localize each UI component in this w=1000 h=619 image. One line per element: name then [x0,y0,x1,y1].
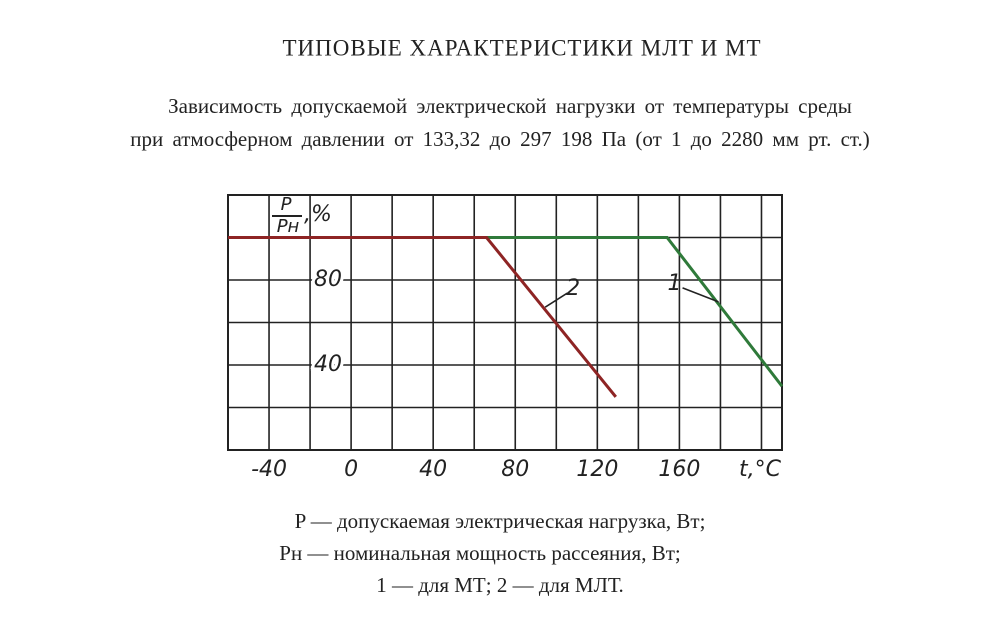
x-tick-label: 40 [419,457,447,482]
series-label: 2 [566,276,580,301]
y-label: P Pн ,% [272,194,332,237]
title: ТИПОВЫЕ ХАРАКТЕРИСТИКИ МЛТ И МТ [282,35,761,60]
x-tick-label: 80 [501,457,529,482]
x-tick-label: 160 [658,457,700,482]
y-tick-label: 80 [314,267,342,292]
note: P — допускаемая электрическая нагрузка, … [295,509,706,533]
plot-frame [227,194,783,451]
series-label: 1 [668,271,682,296]
x-tick-label: 0 [344,457,358,482]
note: 1 — для МТ; 2 — для МЛТ. [376,573,624,597]
x-tick-label: -40 [251,457,287,482]
y-tick-label: 40 [314,352,342,377]
note: Pн — номинальная мощность рассеяния, Вт; [279,541,680,565]
label-leader [682,287,719,303]
subtitle: Зависимость допускаемой электрической на… [168,94,852,118]
series-line [228,236,617,398]
x-tick-label: 120 [576,457,618,482]
grid [227,195,782,450]
y-label-unit: ,% [304,202,332,227]
x-label: t,°C [739,457,782,482]
label-leader [544,292,568,308]
y-label-num: P [281,194,292,215]
y-label-den: Pн [277,216,300,237]
subtitle: при атмосферном давлении от 133,32 до 29… [130,127,870,151]
